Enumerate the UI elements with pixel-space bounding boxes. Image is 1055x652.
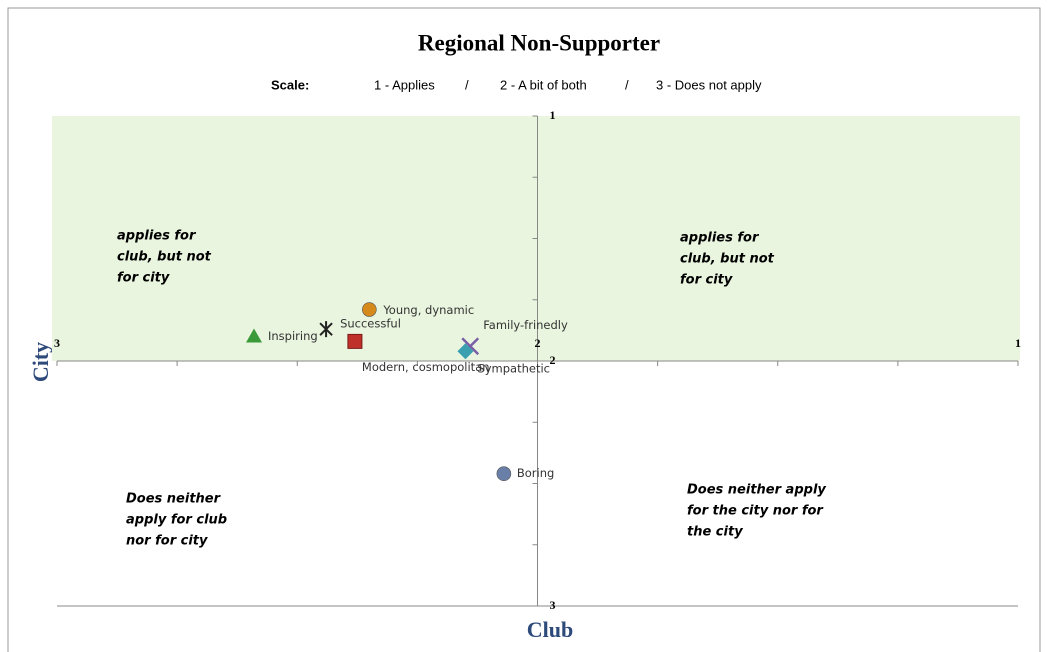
quadrant-label: club, but not <box>117 250 212 265</box>
point-label: Young, dynamic <box>382 303 474 317</box>
x-tick-label: 1 <box>1015 336 1021 350</box>
marker <box>319 321 333 338</box>
y-tick-label: 1 <box>550 108 556 122</box>
point <box>246 328 263 343</box>
y-tick-label: 2 <box>550 353 556 367</box>
marker <box>362 302 377 317</box>
scale-item: 1 - Applies <box>374 77 435 92</box>
x-tick-label: 3 <box>54 336 60 350</box>
quadrant-label: for city <box>117 271 170 286</box>
marker <box>347 333 363 349</box>
quadrant-label: nor for city <box>126 534 208 549</box>
quadrant-label: for the city nor for <box>687 504 824 519</box>
scale-item: 3 - Does not apply <box>656 77 762 92</box>
quadrant-label: applies for <box>117 229 197 244</box>
point-label: Successful <box>340 317 401 331</box>
marker <box>457 343 474 360</box>
point <box>496 466 512 482</box>
point <box>362 302 377 317</box>
scale-separator: / <box>465 77 469 92</box>
point-label: Sympathetic <box>477 362 550 376</box>
quadrant-label: club, but not <box>680 252 775 267</box>
point <box>319 321 333 338</box>
marker <box>246 328 263 343</box>
scale-item: 2 - A bit of both <box>500 77 587 92</box>
chart-title: Regional Non-Supporter <box>418 30 660 55</box>
point-label: Family-frinedly <box>483 318 568 332</box>
quadrant-label: apply for club <box>126 513 227 528</box>
y-tick-label: 3 <box>550 598 556 612</box>
point-label: Boring <box>517 466 554 480</box>
x-tick-label: 2 <box>535 336 541 350</box>
point-label: Inspiring <box>268 329 318 343</box>
quadrant-label: applies for <box>680 231 760 246</box>
scale-label: Scale: <box>271 77 309 92</box>
y-axis-title: City <box>28 342 53 382</box>
scale-separator: / <box>625 77 629 92</box>
x-axis-title: Club <box>527 617 573 642</box>
quadrant-label: for city <box>680 273 733 288</box>
point <box>457 343 474 360</box>
quadrant-label: Does neither <box>126 492 222 507</box>
quadrant-label: the city <box>687 525 743 540</box>
point-label: Modern, cosmopolitan <box>362 360 490 374</box>
quadrant-label: Does neither apply <box>687 483 826 498</box>
point <box>347 333 363 349</box>
marker <box>496 466 512 482</box>
